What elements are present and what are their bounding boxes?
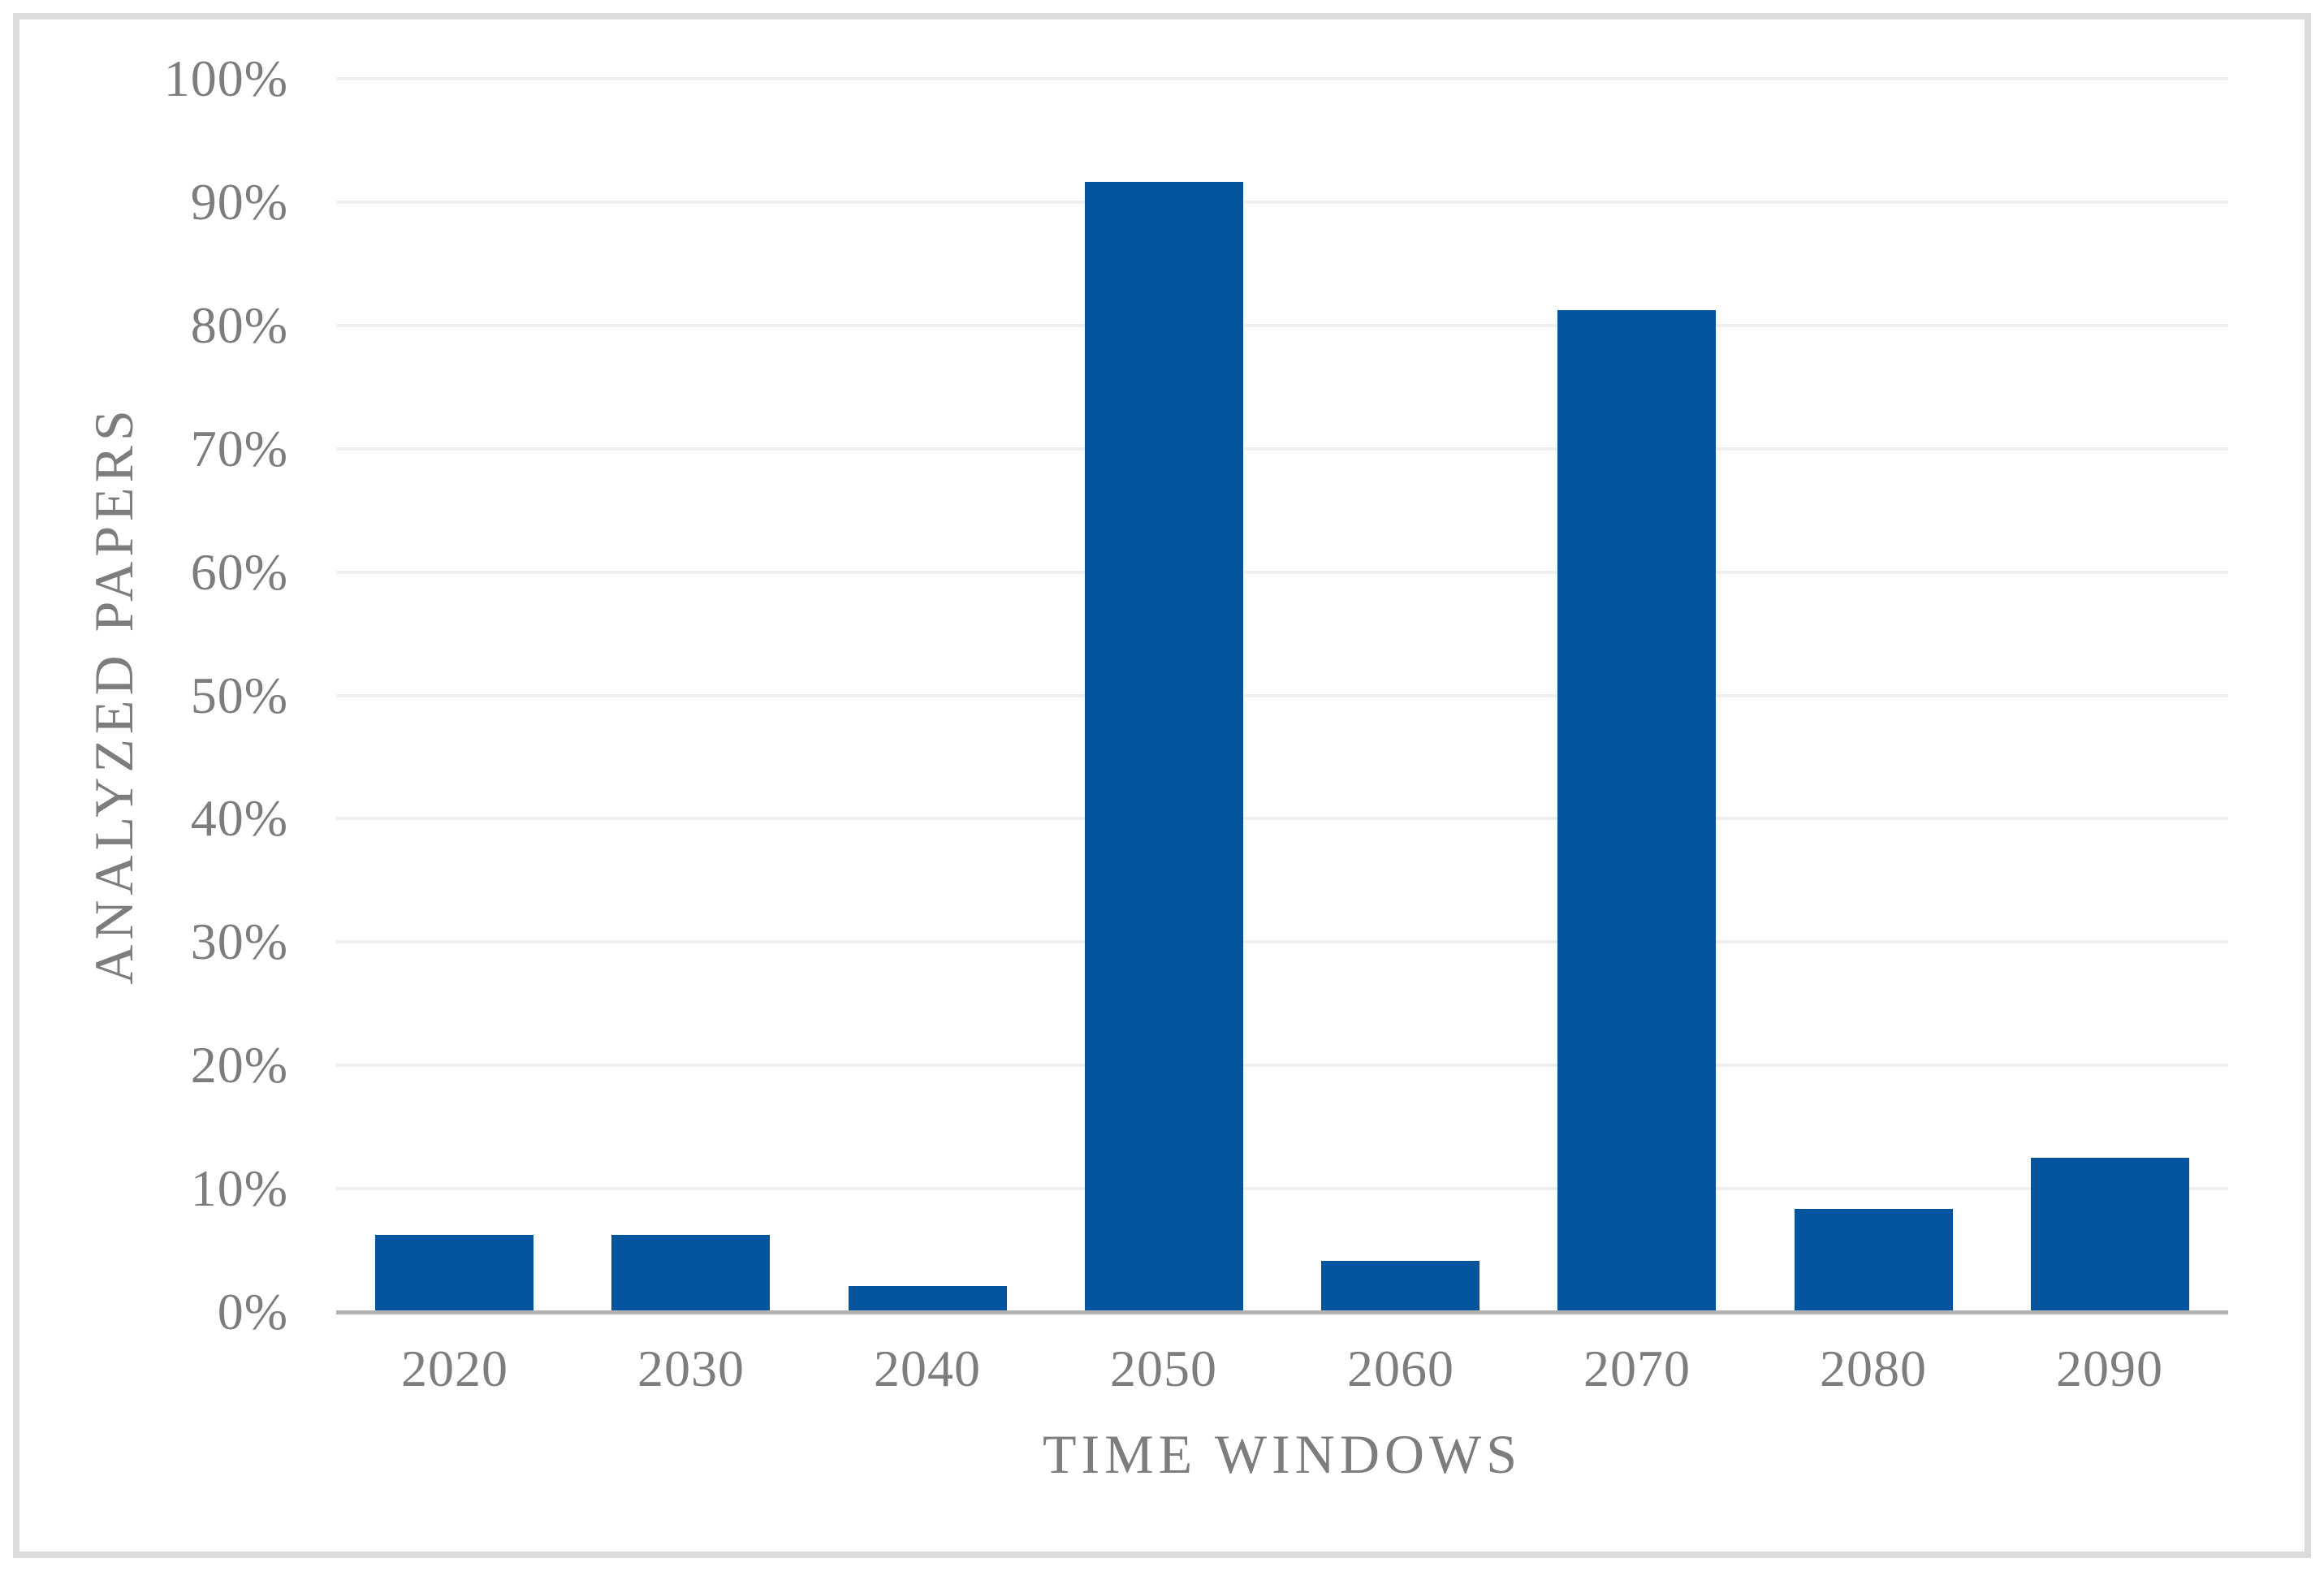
x-tick-label-2050: 2050 bbox=[1110, 1340, 1217, 1397]
y-tick-label-100: 100% bbox=[163, 50, 288, 107]
bar-2080 bbox=[1795, 1209, 1953, 1312]
x-tick-label-2070: 2070 bbox=[1583, 1340, 1691, 1397]
gridline-70 bbox=[336, 447, 2228, 451]
x-axis-title: TIME WINDOWS bbox=[1042, 1423, 1523, 1485]
gridline-80 bbox=[336, 323, 2228, 327]
gridline-60 bbox=[336, 570, 2228, 574]
gridline-50 bbox=[336, 693, 2228, 697]
y-tick-label-90: 90% bbox=[190, 172, 288, 231]
x-tick-label-2080: 2080 bbox=[1820, 1340, 1927, 1397]
x-tick-label-2040: 2040 bbox=[874, 1340, 981, 1397]
y-tick-label-30: 30% bbox=[190, 913, 288, 971]
y-tick-label-60: 60% bbox=[190, 542, 288, 601]
bar-2020 bbox=[375, 1235, 533, 1312]
bar-2050 bbox=[1085, 182, 1243, 1312]
y-tick-label-70: 70% bbox=[190, 419, 288, 477]
y-tick-label-0: 0% bbox=[217, 1283, 288, 1340]
x-tick-label-2060: 2060 bbox=[1347, 1340, 1454, 1397]
y-tick-label-50: 50% bbox=[190, 666, 288, 724]
x-axis-line bbox=[336, 1310, 2228, 1314]
y-tick-label-20: 20% bbox=[190, 1036, 288, 1094]
x-tick-label-2090: 2090 bbox=[2056, 1340, 2163, 1397]
y-tick-label-80: 80% bbox=[190, 296, 288, 354]
gridline-20 bbox=[336, 1064, 2228, 1068]
bar-2030 bbox=[611, 1235, 770, 1312]
y-tick-label-40: 40% bbox=[190, 789, 288, 848]
x-tick-label-2030: 2030 bbox=[637, 1340, 745, 1397]
plot-area bbox=[336, 77, 2228, 1314]
gridline-10 bbox=[336, 1187, 2228, 1191]
x-tick-label-2020: 2020 bbox=[401, 1340, 508, 1397]
bar-2040 bbox=[849, 1286, 1007, 1312]
gridline-100 bbox=[336, 77, 2228, 80]
gridline-40 bbox=[336, 817, 2228, 821]
bar-2060 bbox=[1321, 1261, 1479, 1312]
gridline-30 bbox=[336, 940, 2228, 944]
y-tick-label-10: 10% bbox=[190, 1159, 288, 1218]
bar-2070 bbox=[1557, 310, 1716, 1312]
bar-2090 bbox=[2031, 1158, 2189, 1312]
gridline-90 bbox=[336, 200, 2228, 204]
